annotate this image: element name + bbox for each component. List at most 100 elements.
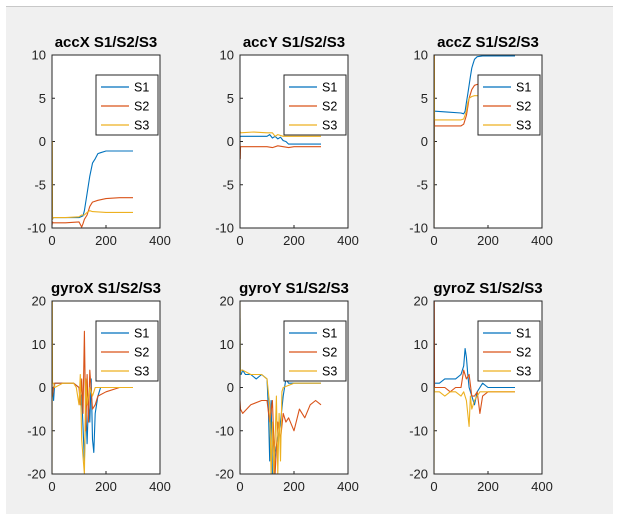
legend: S1 S2 S3 [95, 320, 159, 382]
x-tick-label: 400 [337, 233, 359, 248]
series-line-s1 [434, 55, 515, 228]
axes-frame [51, 54, 161, 229]
legend-label-s3: S3 [322, 119, 337, 133]
series-line-s3 [434, 386, 515, 474]
y-tick-label: 0 [421, 134, 428, 149]
y-tick-label: -5 [416, 177, 428, 192]
axes-frame [239, 54, 349, 229]
legend-label-s2: S2 [134, 346, 149, 360]
y-tick-label: 10 [220, 337, 234, 352]
series-line-s2 [434, 301, 515, 414]
series-line-s3 [52, 301, 133, 474]
y-tick-label: -10 [27, 221, 46, 236]
y-tick-label: -10 [409, 423, 428, 438]
legend-label-s1: S1 [134, 81, 149, 95]
legend-label-s2: S2 [516, 346, 531, 360]
y-tick-label: -5 [34, 177, 46, 192]
y-tick-label: -20 [215, 467, 234, 482]
series-line-s3 [240, 130, 321, 137]
y-tick-label: 10 [32, 337, 46, 352]
x-tick-label: 200 [477, 233, 499, 248]
subplot-accx-s1-s2-s3: accX S1/S2/S3 -10 -5 0 5 10 0 200 400 S1 S2 S3 [27, 34, 171, 248]
x-tick-label: 200 [95, 479, 117, 494]
x-tick-label: 200 [283, 233, 305, 248]
legend-label-s1: S1 [322, 81, 337, 95]
x-tick-label: 400 [149, 479, 171, 494]
y-tick-label: 0 [227, 380, 234, 395]
y-tick-label: 10 [414, 48, 428, 63]
x-tick-label: 400 [149, 233, 171, 248]
legend-label-s2: S2 [516, 100, 531, 114]
y-tick-label: 0 [39, 134, 46, 149]
x-tick-label: 0 [48, 479, 55, 494]
subplot-accz-s1-s2-s3: accZ S1/S2/S3 -10 -5 0 5 10 0 200 400 S1 S2 S3 [409, 34, 553, 248]
y-tick-label: 20 [414, 294, 428, 309]
y-tick-label: 10 [414, 337, 428, 352]
legend-label-s3: S3 [134, 365, 149, 379]
y-tick-label: -10 [215, 221, 234, 236]
y-tick-label: -10 [215, 423, 234, 438]
series-group [52, 301, 133, 474]
y-tick-label: 0 [227, 134, 234, 149]
y-tick-label: 5 [227, 91, 234, 106]
x-tick-label: 0 [430, 233, 437, 248]
series-line-s3 [52, 140, 133, 220]
legend-label-s3: S3 [134, 119, 149, 133]
axes-frame [433, 54, 543, 229]
subplot-title: accZ S1/S2/S3 [437, 34, 539, 51]
legend-label-s1: S1 [322, 327, 337, 341]
legend-label-s2: S2 [322, 100, 337, 114]
y-tick-label: -20 [409, 467, 428, 482]
series-group [434, 301, 515, 474]
y-tick-label: -10 [27, 423, 46, 438]
series-line-s3 [240, 301, 321, 474]
legend: S1 S2 S3 [283, 74, 347, 136]
y-tick-label: 5 [421, 91, 428, 106]
legend-label-s2: S2 [322, 346, 337, 360]
series-line-s1 [434, 348, 515, 406]
y-tick-label: -5 [222, 177, 234, 192]
y-tick-label: 0 [421, 380, 428, 395]
y-tick-label: 10 [220, 48, 234, 63]
legend: S1 S2 S3 [477, 74, 541, 136]
x-tick-label: 200 [95, 233, 117, 248]
y-tick-label: 0 [39, 380, 46, 395]
figure-window: accX S1/S2/S3 -10 -5 0 5 10 0 200 400 S1 S2 S3 accY … [6, 6, 613, 514]
legend: S1 S2 S3 [283, 320, 347, 382]
x-tick-label: 200 [477, 479, 499, 494]
y-tick-label: -20 [27, 467, 46, 482]
axes-frame [239, 300, 349, 475]
series-line-s2 [52, 197, 133, 228]
y-tick-label: 20 [32, 294, 46, 309]
y-tick-label: 10 [32, 48, 46, 63]
x-tick-label: 400 [531, 233, 553, 248]
legend-label-s1: S1 [516, 327, 531, 341]
legend-label-s2: S2 [134, 100, 149, 114]
x-tick-label: 200 [283, 479, 305, 494]
y-tick-label: 20 [220, 294, 234, 309]
y-tick-label: -10 [409, 221, 428, 236]
legend: S1 S2 S3 [95, 74, 159, 136]
y-tick-label: 5 [39, 91, 46, 106]
legend: S1 S2 S3 [477, 320, 541, 382]
legend-label-s3: S3 [516, 365, 531, 379]
x-tick-label: 400 [337, 479, 359, 494]
subplot-accy-s1-s2-s3: accY S1/S2/S3 -10 -5 0 5 10 0 200 400 S1 S2 S3 [215, 34, 359, 248]
x-tick-label: 0 [236, 479, 243, 494]
subplot-title: gyroY S1/S2/S3 [239, 280, 349, 297]
x-tick-label: 0 [48, 233, 55, 248]
axes-frame [433, 300, 543, 475]
subplot-title: accX S1/S2/S3 [55, 34, 158, 51]
subplot-title: accY S1/S2/S3 [243, 34, 345, 51]
series-group [52, 140, 133, 228]
subplot-title: gyroZ S1/S2/S3 [433, 280, 542, 297]
x-tick-label: 0 [236, 233, 243, 248]
legend-label-s3: S3 [516, 119, 531, 133]
subplot-title: gyroX S1/S2/S3 [51, 280, 161, 297]
series-line-s1 [240, 134, 321, 145]
x-tick-label: 0 [430, 479, 437, 494]
